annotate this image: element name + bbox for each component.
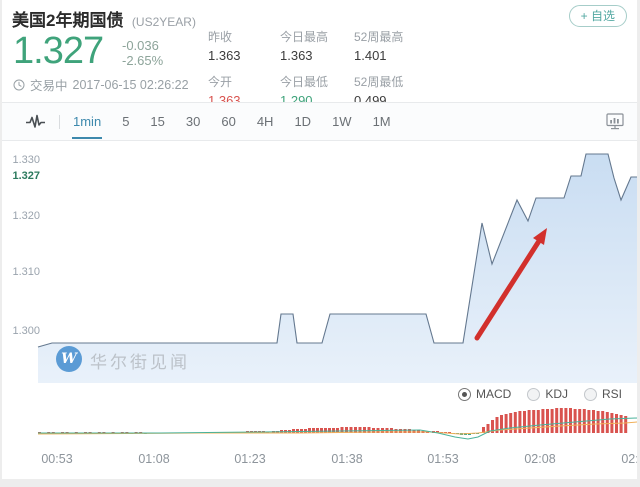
x-tick: 01:23 [234,452,266,466]
x-tick: 01:53 [427,452,459,466]
stat-label: 52周最高 [354,30,404,44]
price-change-percent: -2.65% [122,53,164,68]
indicator-selector: MACD KDJ RSI [457,387,622,401]
tab-1d[interactable]: 1D [294,113,312,129]
macd-dif-line [38,417,638,440]
market-status-row: 交易中 2017-06-15 02:26:22 [13,75,189,94]
stat-label: 今日最低 [280,75,329,89]
instrument-symbol: (US2YEAR) [131,15,196,29]
page-margin-left [0,0,2,487]
stat-value: 1.363 [208,48,241,63]
trend-arrow-annotation [474,228,547,341]
last-price: 1.327 [13,30,104,72]
x-tick: 02:23 [621,452,640,466]
macd-histogram-chart[interactable] [0,400,640,455]
macd-dea-line [37,421,638,435]
wallstreetcn-watermark: 华尔街见闻 [90,353,190,372]
y-tick-current-price: 1.327 [12,170,40,182]
x-tick: 01:08 [138,452,170,466]
y-tick: 1.300 [12,325,40,337]
stat-value: 1.363 [280,48,313,63]
stat-value: 1.401 [354,48,387,63]
y-tick: 1.310 [12,266,40,278]
stat-label: 今日最高 [280,30,329,44]
radio-icon [457,387,471,401]
indicator-option-rsi[interactable]: RSI [583,387,622,401]
wallstreetcn-logo-icon: W [56,346,82,372]
instrument-title-row: 美国2年期国债 (US2YEAR) [12,6,196,31]
indicator-option-kdj[interactable]: KDJ [527,387,568,401]
indicator-label: MACD [475,387,512,401]
chart-monitor-icon[interactable] [606,113,624,130]
page-margin-right [637,0,640,487]
y-tick: 1.320 [12,210,40,222]
y-tick: 1.330 [12,154,40,166]
toolbar-divider [59,114,60,129]
tab-30[interactable]: 30 [185,113,201,129]
instrument-name: 美国2年期国债 [12,11,124,30]
quote-stats-grid: 昨收 1.363 今日最高 1.363 52周最高 1.401 今开 1.363 今日最低 1.2… [208,28,446,108]
indicator-label: KDJ [545,387,568,401]
tab-1w[interactable]: 1W [332,113,352,129]
page-margin-bottom [0,479,640,487]
interval-toolbar: 1min 5 15 30 60 4H 1D 1W 1M [0,102,640,141]
market-status: 交易中 [30,79,68,93]
stat-label: 今开 [208,75,233,89]
tab-5[interactable]: 5 [122,113,130,129]
price-change-block: -0.036 -2.65% [122,38,163,68]
x-tick: 00:53 [41,452,73,466]
x-tick: 02:08 [524,452,556,466]
indicator-label: RSI [601,387,622,401]
tab-4h[interactable]: 4H [256,113,274,129]
radio-icon [583,387,597,401]
indicator-option-macd[interactable]: MACD [457,387,512,401]
interval-tabs: 1min 5 15 30 60 4H 1D 1W 1M [73,113,412,131]
price-area-chart[interactable] [0,145,640,383]
stat-cell: 今日最高 1.363 [280,28,354,63]
tab-60[interactable]: 60 [221,113,236,129]
tab-1min[interactable]: 1min [73,113,102,129]
radio-icon [527,387,541,401]
clock-icon [13,79,25,90]
add-watchlist-button[interactable]: + 自选 [568,5,627,27]
stat-cell: 昨收 1.363 [208,28,280,63]
stat-label: 昨收 [208,30,233,44]
pulse-line-chart-icon[interactable] [26,113,45,131]
area-fill [38,154,640,383]
tab-15[interactable]: 15 [150,113,165,129]
x-tick: 01:38 [331,452,363,466]
stat-label: 52周最低 [354,75,404,89]
quote-datetime: 2017-06-15 02:26:22 [72,77,189,92]
tab-1m[interactable]: 1M [372,113,391,129]
price-line [37,153,640,348]
stat-cell: 52周最高 1.401 [354,28,446,63]
price-change: -0.036 [122,38,159,53]
